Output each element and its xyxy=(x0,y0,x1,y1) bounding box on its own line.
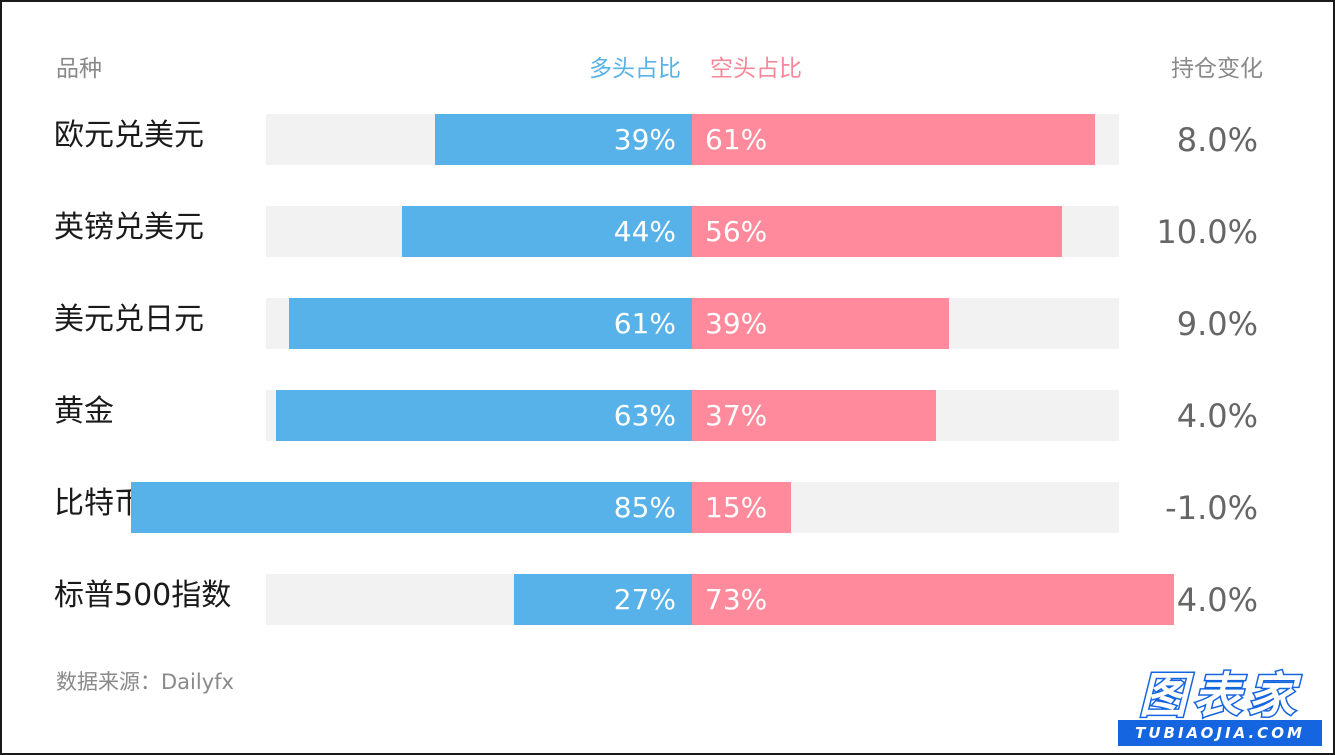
short-bar xyxy=(692,482,791,533)
long-bar xyxy=(434,114,692,165)
long-value-label: 44% xyxy=(613,215,676,248)
long-bar xyxy=(401,206,692,257)
short-value-label: 39% xyxy=(705,307,768,340)
source-note: 数据来源：Dailyfx xyxy=(56,670,234,694)
row-label: 黄金 xyxy=(54,394,114,429)
position-change-value: 4.0% xyxy=(1176,581,1258,619)
header-long-ratio: 多头占比 xyxy=(589,56,681,82)
short-bar xyxy=(692,390,937,441)
header-position-change: 持仓变化 xyxy=(1171,56,1263,82)
logo-sub-text: TUBIAOJIA.COM xyxy=(1118,720,1322,746)
short-value-label: 73% xyxy=(705,583,768,616)
position-change-value: 4.0% xyxy=(1176,397,1258,435)
brand-logo: 图表家 TUBIAOJIA.COM xyxy=(1114,662,1326,746)
short-value-label: 61% xyxy=(705,123,768,156)
short-value-label: 56% xyxy=(705,215,768,248)
long-bar xyxy=(513,574,692,625)
short-bar xyxy=(692,298,950,349)
short-bar xyxy=(692,114,1095,165)
short-bar xyxy=(692,574,1174,625)
row-label: 美元兑日元 xyxy=(54,302,204,337)
long-bar xyxy=(276,390,692,441)
long-value-label: 85% xyxy=(613,491,676,524)
position-change-value: 8.0% xyxy=(1176,121,1258,159)
long-bar xyxy=(131,482,692,533)
short-value-label: 37% xyxy=(705,399,768,432)
short-bar xyxy=(692,206,1062,257)
long-bar xyxy=(289,298,692,349)
logo-main-text: 图表家 xyxy=(1137,667,1301,726)
row-label: 欧元兑美元 xyxy=(54,118,204,153)
long-value-label: 61% xyxy=(613,307,676,340)
long-value-label: 63% xyxy=(613,399,676,432)
short-value-label: 15% xyxy=(705,491,768,524)
long-value-label: 39% xyxy=(613,123,676,156)
position-change-value: -1.0% xyxy=(1165,489,1258,527)
position-change-value: 10.0% xyxy=(1156,213,1258,251)
row-label: 标普500指数 xyxy=(54,578,232,613)
long-value-label: 27% xyxy=(613,583,676,616)
row-label: 英镑兑美元 xyxy=(54,210,204,245)
row-label: 比特币 xyxy=(54,486,144,521)
header-variety: 品种 xyxy=(56,56,102,82)
position-change-value: 9.0% xyxy=(1176,305,1258,343)
header-short-ratio: 空头占比 xyxy=(710,56,802,82)
